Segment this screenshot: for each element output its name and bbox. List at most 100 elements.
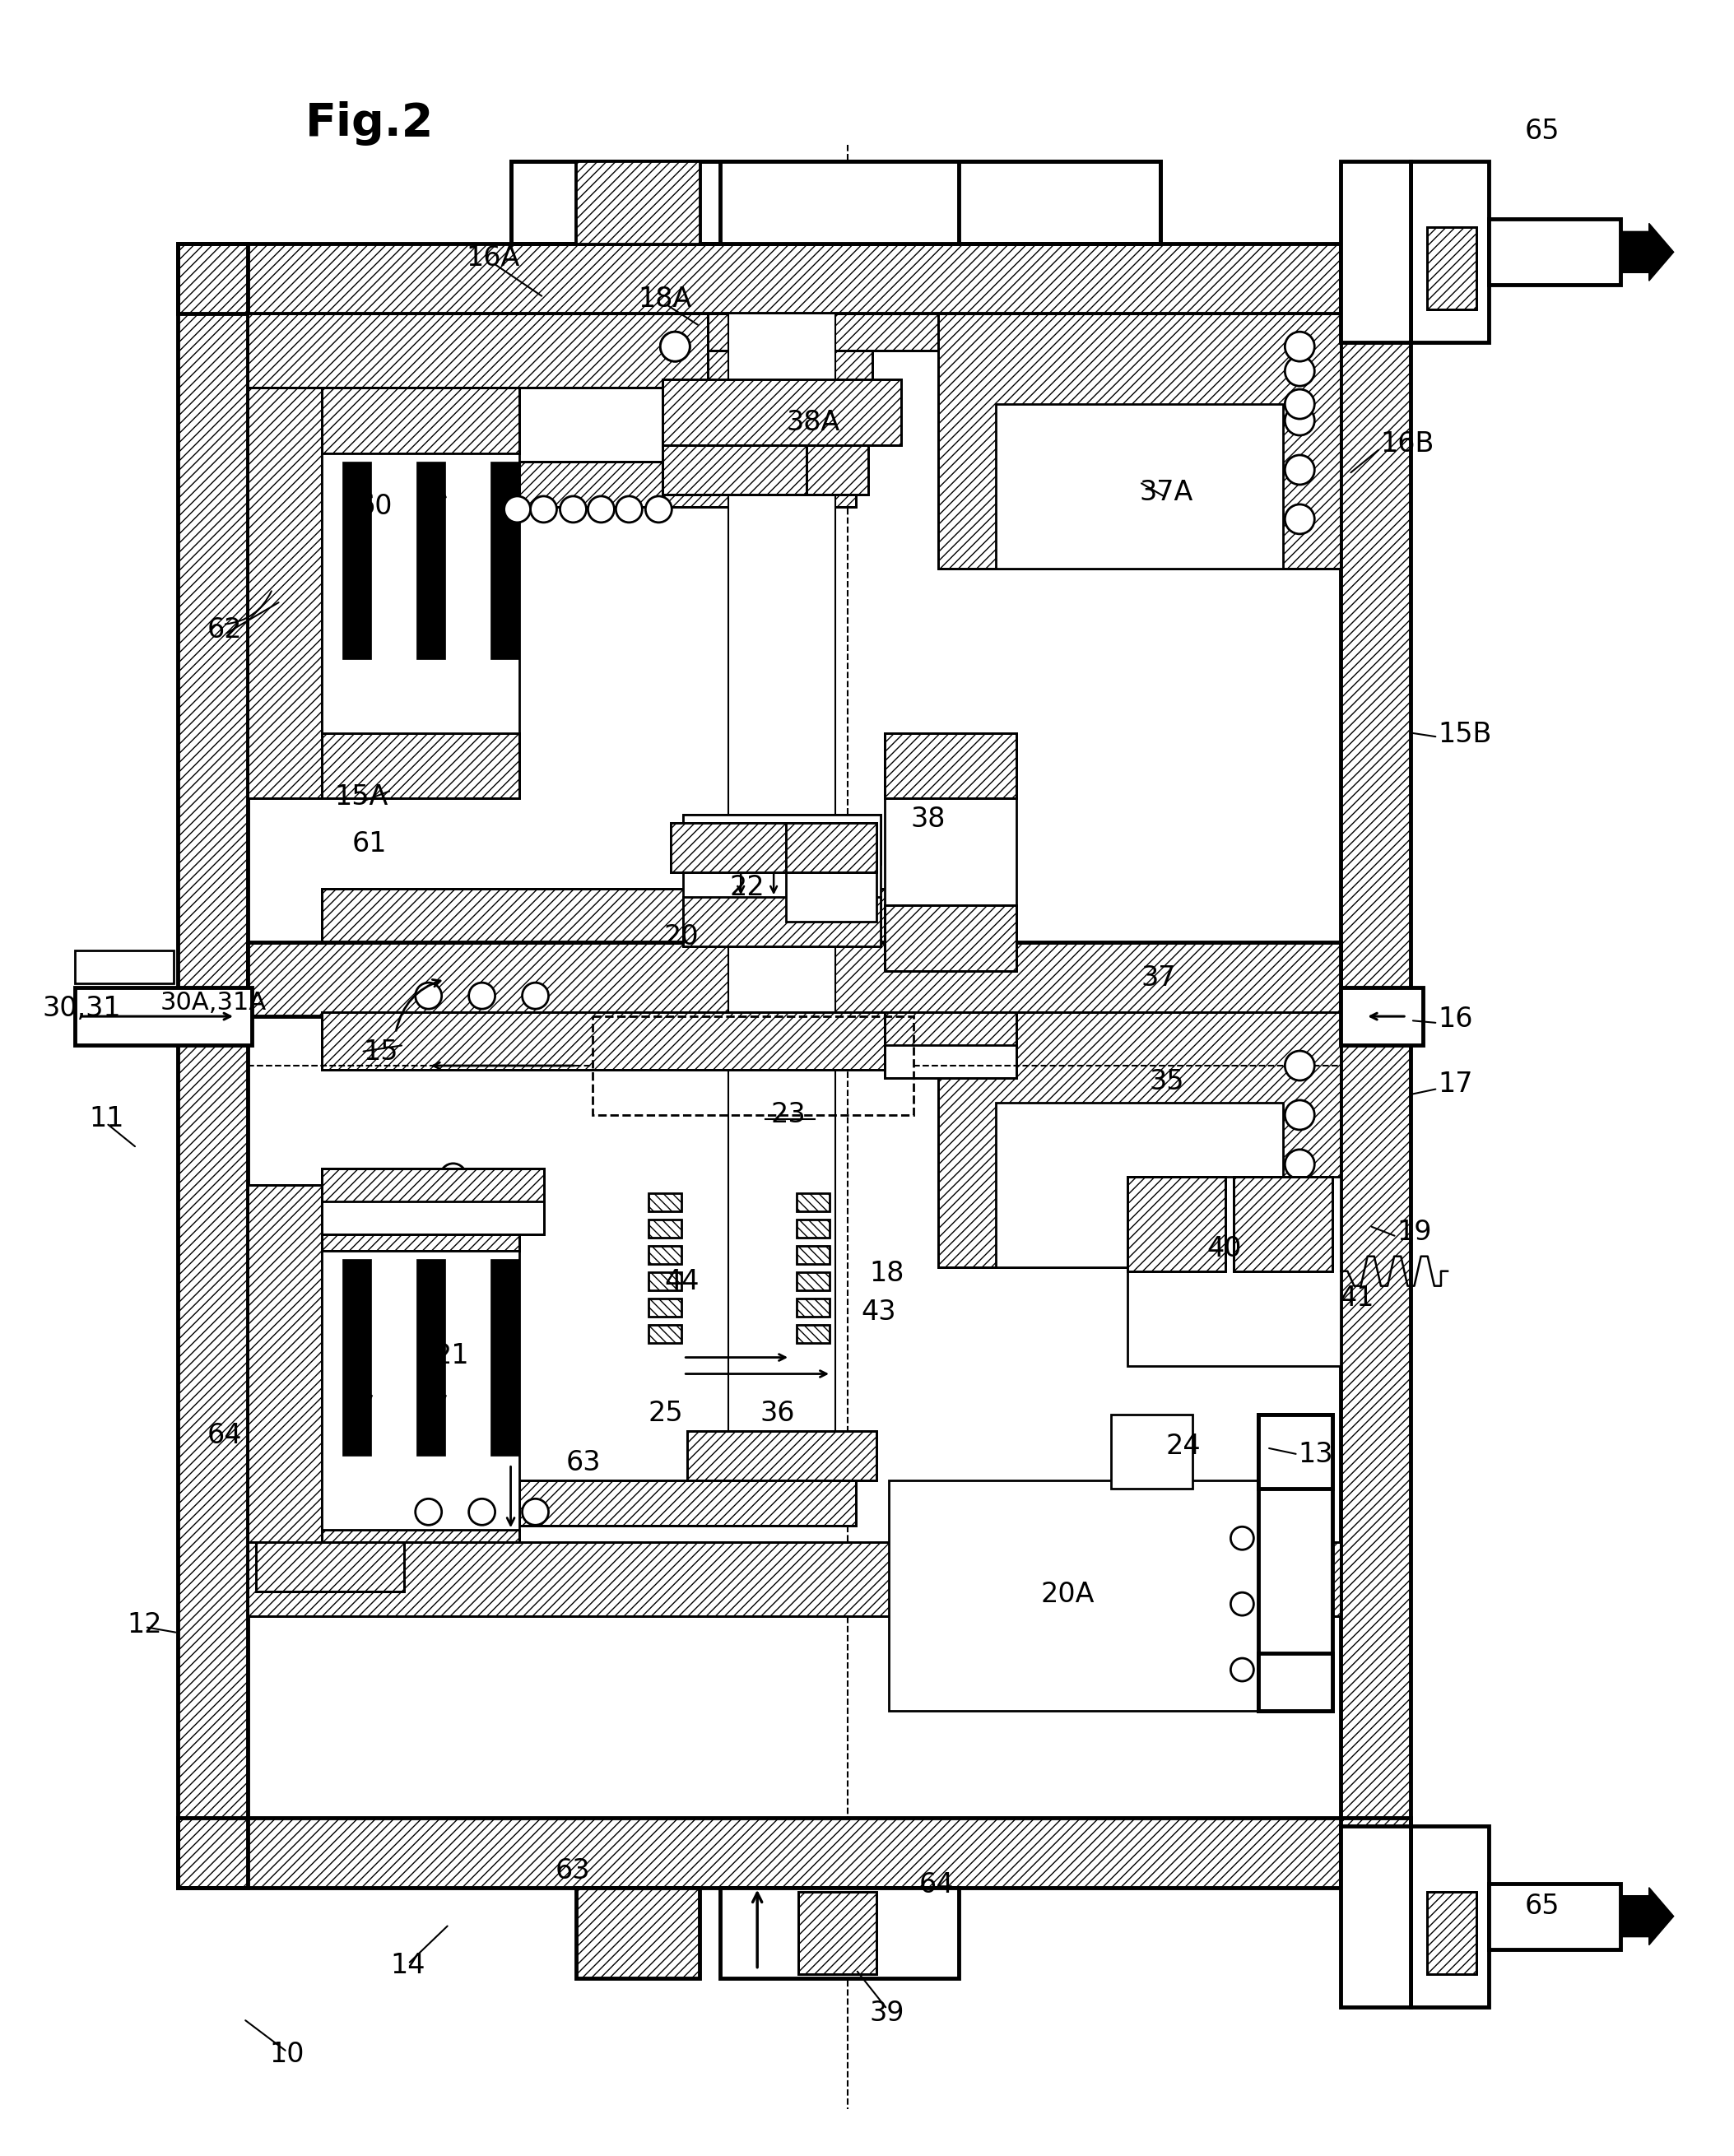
- Text: 15B: 15B: [1437, 720, 1491, 748]
- Text: 39: 39: [870, 1999, 905, 2027]
- Bar: [1235, 1177, 1333, 1272]
- Bar: [179, 244, 248, 1886]
- Circle shape: [1231, 1593, 1254, 1615]
- Circle shape: [522, 983, 548, 1009]
- Bar: [179, 244, 248, 1886]
- Text: 15A: 15A: [335, 783, 388, 811]
- Text: 15: 15: [364, 1039, 399, 1065]
- Bar: [707, 351, 872, 388]
- Bar: [323, 1186, 518, 1250]
- Bar: [649, 1272, 681, 1289]
- Bar: [179, 244, 1411, 315]
- Bar: [248, 1542, 1340, 1617]
- Bar: [1340, 987, 1424, 1046]
- Bar: [248, 1542, 1340, 1617]
- Bar: [1259, 1654, 1333, 1712]
- Bar: [786, 824, 876, 873]
- Polygon shape: [671, 824, 876, 923]
- Bar: [720, 1886, 959, 1977]
- Circle shape: [440, 1164, 466, 1190]
- Circle shape: [616, 496, 642, 522]
- Bar: [512, 162, 1160, 244]
- Circle shape: [588, 496, 614, 522]
- Polygon shape: [649, 1246, 681, 1263]
- Bar: [796, 1192, 829, 1212]
- Circle shape: [468, 1498, 496, 1524]
- Text: 64: 64: [206, 1423, 243, 1449]
- Bar: [938, 315, 1340, 569]
- Bar: [938, 1013, 1340, 1268]
- Text: 35: 35: [1150, 1069, 1184, 1095]
- Bar: [649, 1220, 681, 1238]
- Bar: [884, 733, 1016, 970]
- Bar: [323, 1250, 518, 1531]
- Text: 44: 44: [664, 1268, 699, 1296]
- Bar: [662, 444, 806, 494]
- Bar: [518, 461, 857, 507]
- Bar: [995, 403, 1283, 569]
- Bar: [323, 733, 518, 798]
- Bar: [1127, 1177, 1226, 1272]
- Circle shape: [522, 1498, 548, 1524]
- Bar: [1111, 1414, 1193, 1490]
- Bar: [323, 1169, 543, 1201]
- Text: 21: 21: [434, 1343, 470, 1369]
- Bar: [257, 1542, 404, 1591]
- Text: 38A: 38A: [786, 410, 839, 436]
- Bar: [683, 815, 881, 946]
- Circle shape: [1285, 505, 1314, 535]
- Bar: [248, 1186, 323, 1595]
- Bar: [884, 1013, 1016, 1046]
- Text: 63: 63: [565, 1449, 600, 1477]
- Circle shape: [1231, 1526, 1254, 1550]
- Circle shape: [416, 983, 442, 1009]
- Text: 25: 25: [649, 1399, 683, 1427]
- Polygon shape: [649, 1324, 681, 1343]
- Circle shape: [1285, 405, 1314, 436]
- Bar: [1340, 244, 1411, 1886]
- Bar: [884, 906, 1016, 970]
- Bar: [695, 444, 869, 494]
- Bar: [1427, 226, 1476, 310]
- Bar: [1427, 1891, 1476, 1973]
- Text: 18A: 18A: [638, 285, 692, 313]
- Bar: [649, 1192, 681, 1212]
- Text: 60: 60: [357, 494, 392, 520]
- Bar: [323, 1186, 518, 1250]
- Text: 38: 38: [910, 806, 945, 832]
- Polygon shape: [796, 1272, 829, 1289]
- Circle shape: [1285, 1100, 1314, 1130]
- Bar: [662, 379, 902, 444]
- Circle shape: [1285, 356, 1314, 386]
- Bar: [720, 162, 959, 244]
- Bar: [707, 315, 1020, 351]
- Bar: [248, 942, 1340, 1015]
- Bar: [342, 1259, 371, 1455]
- Polygon shape: [796, 1298, 829, 1317]
- Text: 63: 63: [555, 1858, 590, 1884]
- FancyArrow shape: [1620, 1886, 1673, 1945]
- Bar: [884, 1013, 1016, 1078]
- Bar: [890, 1481, 1259, 1712]
- Polygon shape: [649, 1272, 681, 1289]
- Bar: [179, 1818, 1411, 1886]
- Bar: [248, 388, 323, 798]
- Text: 62: 62: [206, 617, 243, 645]
- Bar: [248, 942, 1340, 1015]
- Circle shape: [468, 983, 496, 1009]
- Bar: [938, 315, 1340, 520]
- Text: 16A: 16A: [466, 244, 520, 272]
- Circle shape: [1285, 1199, 1314, 1229]
- Bar: [512, 162, 1160, 244]
- Bar: [323, 733, 518, 798]
- Bar: [323, 1013, 980, 1069]
- Text: 41: 41: [1339, 1285, 1373, 1311]
- Bar: [884, 733, 1016, 798]
- Polygon shape: [796, 1246, 829, 1263]
- Bar: [576, 1886, 701, 1977]
- Polygon shape: [649, 1220, 681, 1238]
- Bar: [1490, 1884, 1620, 1949]
- Bar: [938, 1013, 1340, 1268]
- Text: 23: 23: [772, 1102, 806, 1128]
- Polygon shape: [649, 1298, 681, 1317]
